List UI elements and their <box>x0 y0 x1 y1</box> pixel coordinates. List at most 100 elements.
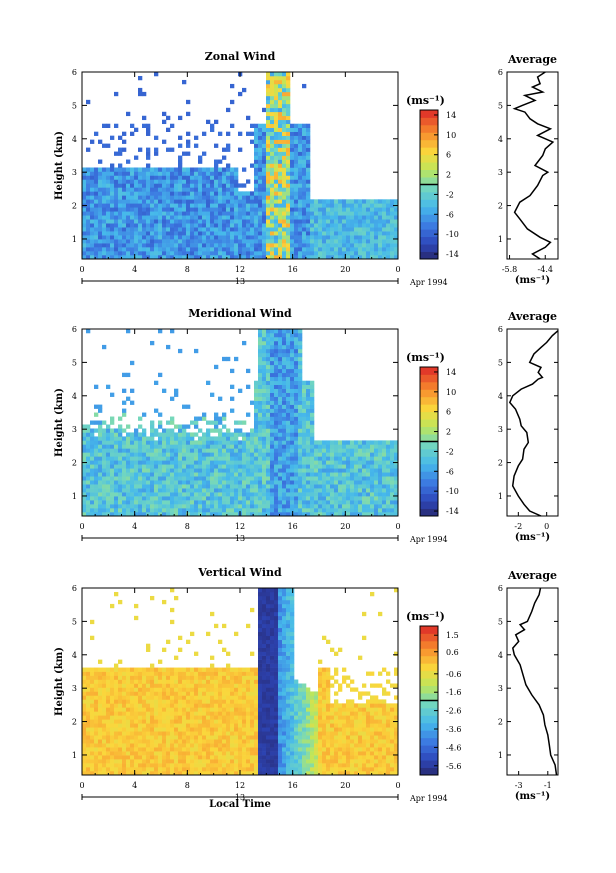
heat-cell <box>190 203 195 208</box>
heat-cell <box>286 380 291 385</box>
heat-cell <box>114 747 119 752</box>
heat-cell <box>166 512 171 517</box>
heat-cell <box>130 239 135 244</box>
heat-cell <box>382 464 387 469</box>
heat-cell <box>366 239 371 244</box>
heat-cell <box>218 131 223 136</box>
heat-cell <box>274 444 279 449</box>
heat-cell <box>230 239 235 244</box>
heat-cell <box>286 480 291 485</box>
heat-cell <box>106 448 111 453</box>
heat-cell <box>306 247 311 252</box>
heat-cell <box>206 187 211 192</box>
heat-cell <box>318 504 323 509</box>
heat-cell <box>82 448 87 453</box>
heat-cell <box>278 464 283 469</box>
heat-cell <box>142 715 147 720</box>
heat-cell <box>118 599 123 605</box>
heat-cell <box>86 448 91 453</box>
heat-cell <box>386 472 391 477</box>
heat-cell <box>174 203 179 208</box>
heat-cell <box>266 440 271 445</box>
heat-cell <box>270 348 275 354</box>
heat-cell <box>282 424 287 429</box>
heat-cell <box>234 452 239 457</box>
heat-cell <box>106 215 111 220</box>
heat-cell <box>186 175 191 180</box>
heat-cell <box>158 444 163 449</box>
heat-cell <box>202 480 207 485</box>
heat-cell <box>154 679 159 684</box>
heat-cell <box>150 191 155 196</box>
colorbar-band <box>420 154 438 163</box>
heat-cell <box>214 420 219 425</box>
heat-cell <box>290 167 295 172</box>
heat-cell <box>318 472 323 477</box>
heat-cell <box>250 468 255 473</box>
heat-cell <box>310 464 315 469</box>
heat-cell <box>118 464 123 469</box>
heat-cell <box>198 243 203 248</box>
heat-cell <box>286 207 291 212</box>
heat-cell <box>82 195 87 200</box>
heat-cell <box>258 400 263 405</box>
heat-cell <box>230 167 235 172</box>
heat-cell <box>122 691 127 696</box>
heat-cell <box>154 715 159 720</box>
heat-cell <box>154 219 159 224</box>
heat-cell <box>82 472 87 477</box>
heat-cell <box>298 488 303 493</box>
heat-cell <box>130 731 135 736</box>
heat-cell <box>382 456 387 461</box>
heat-cell <box>354 247 359 252</box>
heat-cell <box>334 231 339 236</box>
heat-cell <box>162 743 167 748</box>
heat-cell <box>278 119 283 125</box>
heat-cell <box>238 219 243 224</box>
heat-cell <box>218 456 223 461</box>
heat-cell <box>226 456 231 461</box>
heat-cell <box>82 496 87 501</box>
heat-cell <box>258 436 263 441</box>
heat-cell <box>234 207 239 212</box>
heat-cell <box>114 175 119 180</box>
heat-cell <box>286 75 291 81</box>
heat-cell <box>254 464 259 469</box>
heat-cell <box>282 143 287 148</box>
heat-cell <box>202 496 207 501</box>
heat-cell <box>190 508 195 513</box>
heat-cell <box>194 235 199 240</box>
heat-cell <box>262 412 267 417</box>
heat-cell <box>170 767 175 772</box>
heat-cell <box>322 488 327 493</box>
heat-cell <box>178 767 183 772</box>
heat-cell <box>166 428 171 433</box>
heat-cell <box>302 428 307 433</box>
heat-cell <box>282 496 287 501</box>
heat-cell <box>298 492 303 497</box>
heat-cell <box>254 476 259 481</box>
heat-cell <box>278 452 283 457</box>
heat-cell <box>294 496 299 501</box>
heat-cell <box>106 199 111 204</box>
heat-cell <box>282 329 287 334</box>
heat-cell <box>242 243 247 248</box>
heat-cell <box>82 755 87 760</box>
heat-cell <box>258 356 263 362</box>
heat-cell <box>122 247 127 252</box>
heat-cell <box>190 476 195 481</box>
avg-y-tick-label: 2 <box>498 459 503 468</box>
heat-cell <box>242 492 247 497</box>
heat-cell <box>182 151 187 156</box>
heat-cell <box>122 187 127 192</box>
heat-cell <box>230 83 235 89</box>
heat-cell <box>158 667 163 672</box>
heat-cell <box>258 223 263 228</box>
heat-cell <box>194 464 199 469</box>
heat-cell <box>394 480 399 485</box>
heat-cell <box>162 679 167 684</box>
heat-cell <box>214 175 219 180</box>
heat-cell <box>278 500 283 505</box>
heat-cell <box>102 508 107 513</box>
heat-cell <box>170 719 175 724</box>
